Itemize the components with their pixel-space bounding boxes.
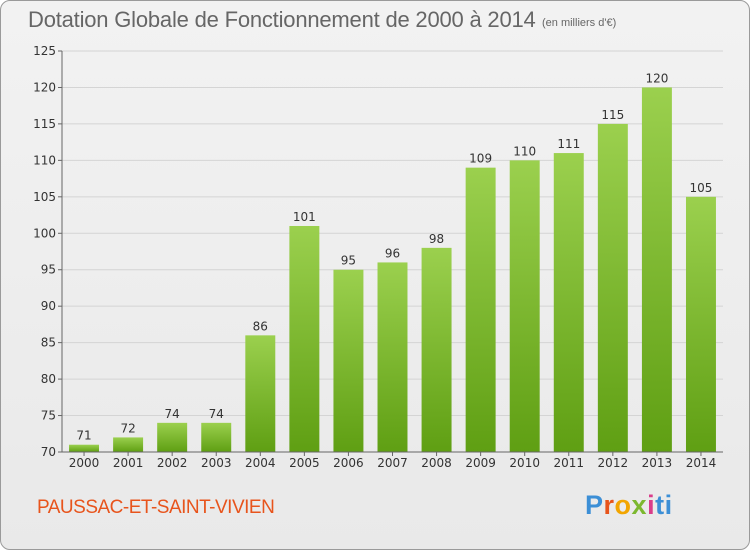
x-tick-label-2005: 2005 xyxy=(289,456,320,470)
logo-letter: x xyxy=(631,490,648,520)
bar-2014 xyxy=(685,196,716,452)
bar-2013 xyxy=(641,87,672,453)
data-label-2001: 72 xyxy=(120,421,135,435)
bar-2007 xyxy=(377,262,408,452)
data-label-2009: 109 xyxy=(469,152,492,166)
bar-2001 xyxy=(113,437,144,452)
x-tick-label-2010: 2010 xyxy=(509,456,540,470)
data-label-2005: 101 xyxy=(293,210,316,224)
chart-title: Dotation Globale de Fonctionnement de 20… xyxy=(28,7,536,32)
commune-name: PAUSSAC-ET-SAINT-VIVIEN xyxy=(37,497,275,518)
bar-2006 xyxy=(333,269,364,452)
y-tick-label: 70 xyxy=(41,445,56,459)
x-tick-label-2012: 2012 xyxy=(598,456,629,470)
data-label-2012: 115 xyxy=(601,108,624,122)
logo-letter: ti xyxy=(655,490,673,520)
y-tick-label: 80 xyxy=(41,372,56,386)
bar-2003 xyxy=(201,422,232,452)
data-label-2008: 98 xyxy=(429,232,444,246)
y-tick-label: 85 xyxy=(41,336,56,350)
logo-letter: r xyxy=(603,490,615,520)
data-label-2002: 74 xyxy=(165,407,180,421)
bar-2005 xyxy=(289,225,320,452)
x-tick-label-2014: 2014 xyxy=(686,456,717,470)
data-label-2013: 120 xyxy=(645,71,668,85)
proxiti-logo: Proxiti xyxy=(585,490,673,521)
chart-unit: (en milliers d'€) xyxy=(542,17,617,29)
x-tick-label-2007: 2007 xyxy=(377,456,408,470)
bar-2012 xyxy=(597,123,628,452)
x-tick-label-2006: 2006 xyxy=(333,456,364,470)
y-tick-label: 105 xyxy=(33,190,56,204)
x-tick-label-2011: 2011 xyxy=(553,456,584,470)
data-label-2003: 74 xyxy=(209,407,224,421)
y-tick-label: 95 xyxy=(41,263,56,277)
bar-2008 xyxy=(421,247,452,452)
y-tick-label: 90 xyxy=(41,299,56,313)
data-label-2000: 71 xyxy=(76,429,91,443)
x-tick-label-2002: 2002 xyxy=(157,456,188,470)
bar-2010 xyxy=(509,160,540,452)
y-tick-label: 115 xyxy=(33,117,56,131)
data-label-2014: 105 xyxy=(690,181,713,195)
x-tick-label-2009: 2009 xyxy=(465,456,496,470)
y-tick-label: 125 xyxy=(33,44,56,58)
bar-2002 xyxy=(157,422,188,452)
x-tick-label-2004: 2004 xyxy=(245,456,276,470)
x-tick-label-2001: 2001 xyxy=(113,456,144,470)
data-label-2011: 111 xyxy=(557,137,580,151)
bar-2011 xyxy=(553,153,584,452)
bar-2000 xyxy=(69,444,100,452)
y-tick-label: 100 xyxy=(33,226,56,240)
x-tick-label-2003: 2003 xyxy=(201,456,232,470)
data-label-2006: 95 xyxy=(341,254,356,268)
data-label-2010: 110 xyxy=(513,144,536,158)
bar-2004 xyxy=(245,335,276,452)
logo-letter: i xyxy=(647,490,656,520)
y-tick-label: 110 xyxy=(33,153,56,167)
logo-letter: o xyxy=(614,490,632,520)
y-tick-label: 120 xyxy=(33,80,56,94)
x-tick-label-2013: 2013 xyxy=(642,456,673,470)
bar-2009 xyxy=(465,167,496,452)
data-label-2004: 86 xyxy=(253,319,268,333)
y-tick-label: 75 xyxy=(41,409,56,423)
x-tick-label-2008: 2008 xyxy=(421,456,452,470)
logo-letter: P xyxy=(585,490,604,520)
x-tick-label-2000: 2000 xyxy=(69,456,100,470)
data-label-2007: 96 xyxy=(385,246,400,260)
